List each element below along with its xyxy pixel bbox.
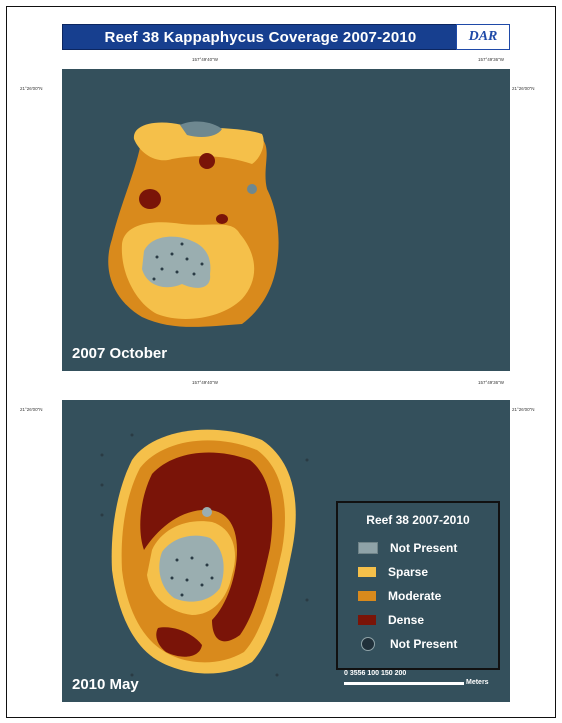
coord-bottom-x-1: 157°49'40"W <box>192 380 219 385</box>
map-panel-2007: 2007 October <box>62 69 510 371</box>
legend-item: Dense <box>358 613 424 627</box>
coord-top-y-2: 21°26'00"N <box>512 86 535 91</box>
legend-swatch-not-present <box>358 542 378 554</box>
map-title: Reef 38 Kappaphycus Coverage 2007-2010 <box>104 28 417 46</box>
dense-patch-3 <box>216 214 228 224</box>
dense-patch-1 <box>139 189 161 209</box>
legend-swatch-sparse <box>358 567 376 577</box>
not-present-top <box>180 121 222 137</box>
scale-bar: 0 3556 100 150 200 Meters <box>336 670 496 696</box>
scale-ticks: 0 3556 100 150 200 <box>344 670 407 677</box>
logo-text: DAR <box>468 29 498 44</box>
legend-label: Not Present <box>390 637 458 651</box>
coord-top-y-1: 21°26'00"N <box>20 86 43 91</box>
legend-item: Sparse <box>358 565 428 579</box>
sparse-zone-top <box>133 122 264 164</box>
legend-label: Sparse <box>388 565 429 579</box>
not-present-core <box>159 535 224 602</box>
dense-zone <box>140 452 273 642</box>
map-legend: Reef 38 2007-2010 Not Present Sparse Mod… <box>336 501 500 670</box>
legend-item: Not Present <box>358 541 457 555</box>
coord-bottom-y-1: 21°26'00"N <box>20 407 43 412</box>
sample-points <box>100 433 309 677</box>
legend-swatch-moderate <box>358 591 376 601</box>
coord-top-x-1: 157°49'40"W <box>192 57 219 62</box>
coord-bottom-y-2: 21°26'00"N <box>512 407 535 412</box>
coord-top-x-2: 157°49'36"W <box>478 57 505 62</box>
scale-line <box>344 682 464 685</box>
legend-title: Reef 38 2007-2010 <box>366 513 470 527</box>
panel-label-2010: 2010 May <box>72 676 139 693</box>
dense-patch-2 <box>199 153 215 169</box>
legend-item: Moderate <box>358 589 441 603</box>
legend-label: Not Present <box>390 541 458 555</box>
scale-units: Meters <box>466 679 489 686</box>
coord-bottom-x-2: 157°49'36"W <box>478 380 505 385</box>
legend-label: Dense <box>388 613 425 627</box>
panel-label-2007: 2007 October <box>72 345 168 362</box>
legend-swatch-sample-point <box>361 637 375 651</box>
sample-points <box>152 242 204 281</box>
legend-label: Moderate <box>388 589 442 603</box>
dar-logo: DAR <box>456 24 510 50</box>
map-title-bar: Reef 38 Kappaphycus Coverage 2007-2010 <box>62 24 459 50</box>
not-present-spot <box>202 507 212 517</box>
legend-swatch-dense <box>358 615 376 625</box>
not-present-spot <box>247 184 257 194</box>
legend-item: Not Present <box>358 637 457 651</box>
reef-2007-map <box>62 69 510 371</box>
dense-patch-lower <box>156 627 202 657</box>
